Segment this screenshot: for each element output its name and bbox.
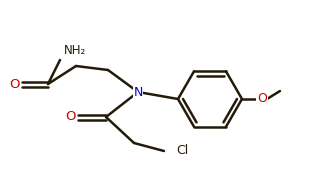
- Text: O: O: [65, 111, 75, 123]
- Text: O: O: [10, 77, 20, 91]
- Text: N: N: [133, 85, 143, 98]
- Text: NH₂: NH₂: [64, 43, 86, 57]
- Text: Cl: Cl: [176, 145, 188, 157]
- Text: O: O: [257, 92, 267, 105]
